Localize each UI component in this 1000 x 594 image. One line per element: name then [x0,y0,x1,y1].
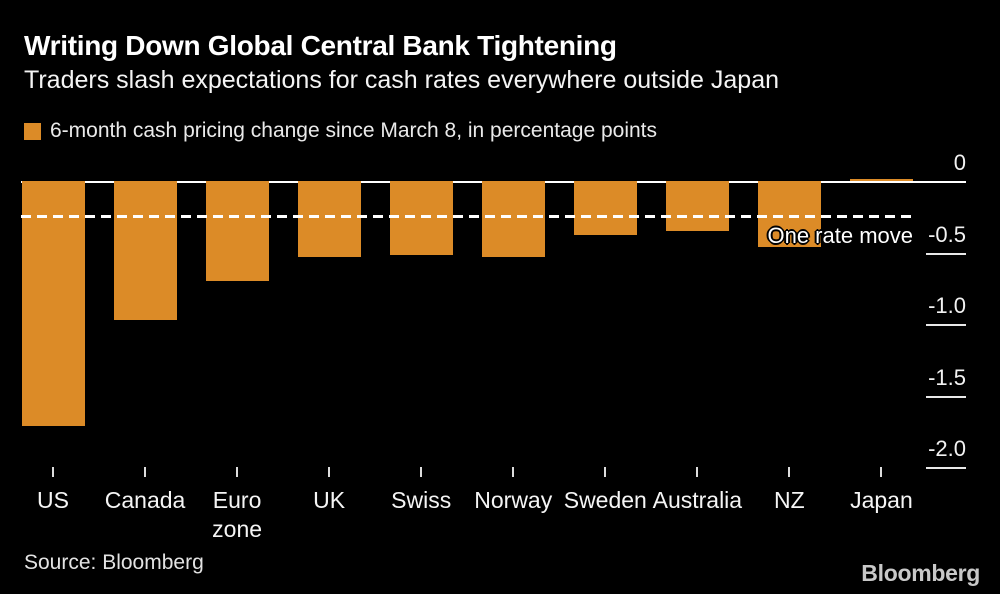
y-axis-tick [926,324,966,327]
x-axis-label-euro-zone: Euro zone [212,487,263,542]
bar-euro-zone [205,181,269,282]
x-axis-label-japan: Japan [850,487,913,513]
source-note: Source: Bloomberg [24,551,204,574]
reference-line-one-rate-move [21,215,913,219]
bar-nz [757,181,821,247]
x-axis-label-canada: Canada [104,487,186,513]
chart-title: Writing Down Global Central Bank Tighten… [24,30,617,61]
bloomberg-logo: Bloomberg [861,560,980,586]
y-axis-label--0-5: -0.5 [928,221,966,247]
x-axis-tick-us [52,467,54,477]
bar-us [21,181,85,426]
x-axis-label-uk: UK [313,487,346,513]
y-axis-label--1-0: -1.0 [928,293,966,319]
x-axis-tick-sweden [604,467,607,477]
y-axis-tick [926,395,966,398]
legend-swatch-icon [24,122,41,140]
x-axis-label-sweden: Sweden [563,487,647,513]
chart-subtitle: Traders slash expectations for cash rate… [24,66,780,94]
y-axis-tick [926,467,966,470]
legend: 6-month cash pricing change since March … [24,119,657,143]
bar-norway [481,181,545,257]
x-axis-label-swiss: Swiss [391,487,452,513]
bar-sweden [573,181,637,236]
y-axis-tick [926,252,966,255]
bar-canada [113,181,177,320]
y-axis-label-0: 0 [953,150,966,175]
x-axis-label-norway: Norway [474,487,553,513]
x-axis-tick-euro-zone [236,467,239,477]
bar-japan [849,179,913,181]
x-axis-tick-norway [512,467,515,477]
bar-australia [665,181,729,232]
x-axis-tick-canada [144,467,147,477]
legend-label: 6-month cash pricing change since March … [50,119,658,142]
x-axis-label-australia: Australia [652,487,743,513]
x-axis-tick-australia [696,467,699,477]
x-axis-tick-swiss [420,467,423,477]
y-axis-label--1-5: -1.5 [928,364,966,390]
x-axis-label-nz: NZ [774,487,805,513]
x-axis-tick-japan [880,467,883,477]
x-axis-label-us: US [37,487,69,513]
x-axis-tick-uk [328,467,331,477]
bar-uk [297,181,361,257]
y-axis-label--2-0: -2.0 [928,436,966,462]
x-axis-tick-nz [788,467,791,477]
reference-line-label: One rate move [767,222,913,248]
